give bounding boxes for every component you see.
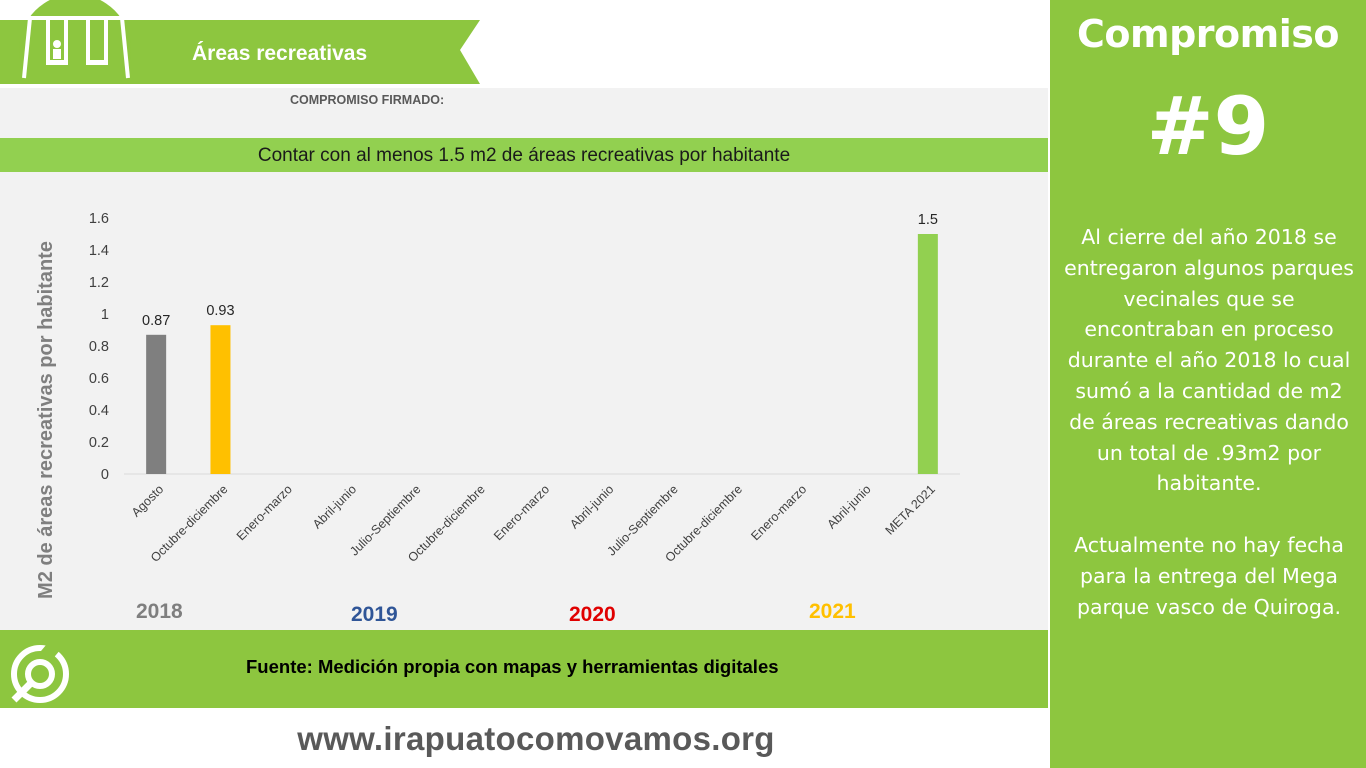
bar [917, 234, 938, 474]
website-link[interactable]: www.irapuatocomovamos.org [297, 720, 775, 757]
page-title: Áreas recreativas [192, 42, 368, 65]
bar [210, 325, 231, 474]
source-text: Fuente: Medición propia con mapas y herr… [246, 656, 779, 677]
commitment-panel: Compromiso #9 Al cierre del año 2018 se … [1048, 0, 1366, 768]
footer-url-background [0, 708, 1048, 768]
y-tick-label: 1.2 [89, 275, 109, 291]
description-paragraph: Actualmente no hay fecha para la entrega… [1074, 532, 1344, 619]
signed-commitment-label: COMPROMISO FIRMADO: [290, 93, 445, 107]
data-label: 1.5 [918, 212, 938, 228]
x-tick-label: Agosto [129, 482, 166, 519]
y-tick-label: 1.4 [89, 243, 109, 259]
commitment-title: Compromiso [1077, 12, 1339, 56]
year-label-2019: 2019 [351, 603, 398, 626]
y-axis-label: M2 de áreas recreativas por habitante [35, 241, 57, 599]
bar [146, 334, 167, 474]
footer-band [0, 630, 1048, 708]
x-tick-label: Abril-junio [824, 482, 873, 531]
commitment-number: #9 [1146, 80, 1270, 173]
commitment-description: Al cierre del año 2018 se entregaron alg… [1064, 222, 1354, 653]
y-tick-labels: 0 0.2 0.4 0.6 0.8 1 1.2 1.4 1.6 [89, 211, 109, 483]
x-tick-label: Enero-marzo [491, 482, 552, 543]
y-tick-label: 0.2 [89, 435, 109, 451]
year-label-2021: 2021 [809, 600, 856, 623]
x-tick-label: Enero-marzo [748, 482, 809, 543]
swing-icon [22, 16, 130, 79]
irapuato-logo-icon [11, 642, 69, 703]
y-tick-label: 0.8 [89, 339, 109, 355]
goal-text: Contar con al menos 1.5 m2 de áreas recr… [257, 145, 791, 166]
x-tick-label: Enero-marzo [234, 482, 295, 543]
x-tick-label: Abril-junio [567, 482, 616, 531]
y-tick-label: 0 [101, 467, 109, 483]
y-tick-label: 0.4 [89, 403, 109, 419]
bars [146, 234, 938, 474]
bar-chart: M2 de áreas recreativas por habitante 00… [35, 211, 960, 599]
year-label-2020: 2020 [569, 603, 616, 626]
y-tick-label: 1.6 [89, 211, 109, 227]
description-paragraph: Al cierre del año 2018 se entregaron alg… [1064, 225, 1354, 496]
y-tick-label: 0.6 [89, 371, 109, 387]
x-tick-label: META 2021 [883, 482, 938, 537]
data-label: 0.87 [142, 313, 170, 329]
year-label-2018: 2018 [136, 600, 183, 623]
x-tick-label: Abril-junio [310, 482, 359, 531]
data-labels: 0.87 0.93 1.5 [142, 212, 938, 329]
y-tick-label: 1 [101, 307, 109, 323]
data-label: 0.93 [206, 303, 234, 319]
goal-band [0, 138, 1048, 172]
